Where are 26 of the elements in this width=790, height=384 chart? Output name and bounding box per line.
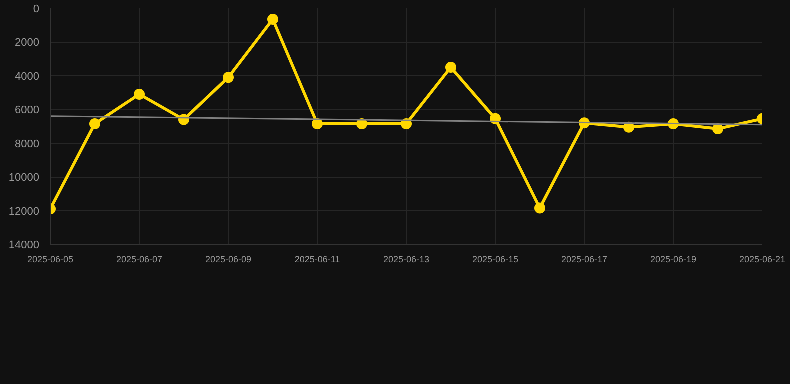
- point: [624, 122, 634, 133]
- point: [712, 124, 724, 135]
- point: [223, 72, 234, 84]
- y-tick-label: 0: [33, 4, 40, 16]
- y-tick-label: 2000: [15, 37, 40, 50]
- point: [134, 88, 145, 100]
- x-tick-label: 2025-06-09: [205, 254, 252, 264]
- y-tick-label: 6000: [15, 104, 40, 117]
- point: [268, 14, 278, 25]
- x-tick-label: 2025-06-13: [383, 254, 430, 264]
- y-tick-label: 8000: [15, 138, 40, 150]
- x-tick-label: 2025-06-15: [472, 254, 519, 264]
- x-tick-label: 2025-06-11: [294, 254, 340, 264]
- point: [312, 118, 323, 130]
- y-tick-label: 12000: [8, 206, 40, 218]
- point: [534, 202, 546, 214]
- x-tick-label: 2025-06-21: [739, 254, 786, 264]
- point: [90, 118, 100, 130]
- x-tick-label: 2025-06-17: [561, 254, 608, 264]
- y-tick-label: 14000: [8, 240, 40, 252]
- x-tick-label: 2025-06-05: [27, 254, 74, 264]
- x-tick-label: 2025-06-07: [116, 254, 163, 264]
- point: [446, 62, 456, 73]
- x-tick-label: 2025-06-19: [650, 254, 697, 264]
- y-tick-label: 10000: [8, 172, 40, 184]
- y-tick-label: 4000: [15, 70, 40, 83]
